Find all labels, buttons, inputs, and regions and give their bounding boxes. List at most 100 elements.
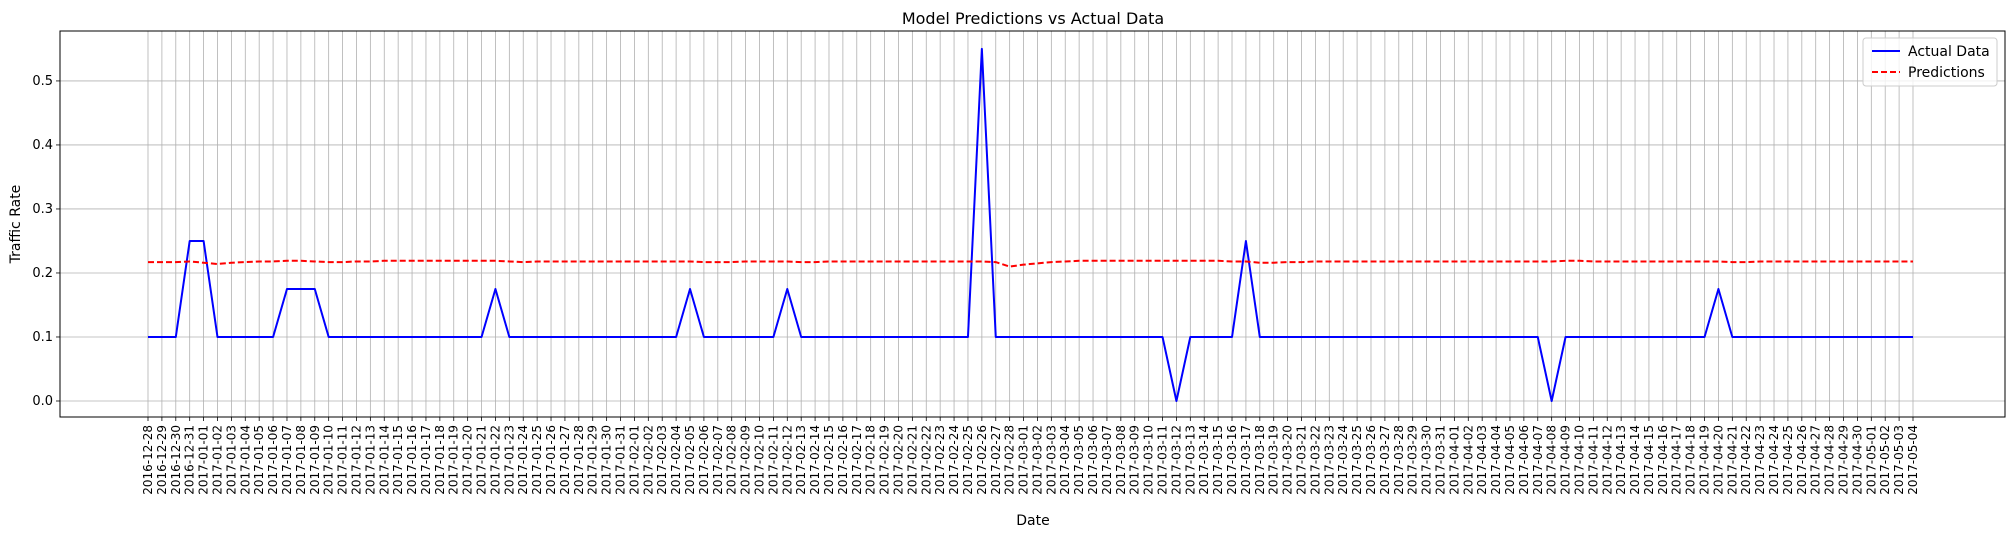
x-tick-label: 2017-04-02: [1461, 425, 1475, 495]
x-tick-label: 2017-03-10: [1142, 425, 1156, 495]
x-tick-label: 2017-02-15: [822, 425, 836, 495]
x-tick-label: 2017-02-27: [989, 425, 1003, 495]
x-tick-label: 2017-01-03: [224, 425, 238, 495]
x-tick-label: 2017-02-17: [850, 425, 864, 495]
x-tick-label: 2017-05-04: [1906, 425, 1920, 495]
x-gridlines: [147, 31, 1914, 417]
x-tick-label: 2017-04-24: [1767, 425, 1781, 495]
x-tick-label: 2017-03-27: [1378, 425, 1392, 495]
x-tick-label: 2017-05-03: [1892, 425, 1906, 495]
x-tick-label: 2017-04-03: [1475, 425, 1489, 495]
x-tick-label: 2017-02-19: [878, 425, 892, 495]
x-tick-label: 2017-02-11: [766, 425, 780, 495]
x-tick-label: 2017-04-07: [1531, 425, 1545, 495]
x-tick-label: 2016-12-31: [183, 425, 197, 495]
x-tick-label: 2017-03-24: [1336, 425, 1350, 495]
x-tick-label: 2017-04-01: [1447, 425, 1461, 495]
x-tick-label: 2017-04-23: [1753, 425, 1767, 495]
x-tick-label: 2017-04-11: [1586, 425, 1600, 495]
plot-frame: [59, 30, 2006, 418]
x-tick-label: 2017-01-23: [502, 425, 516, 495]
y-tick-label: 0.4: [32, 138, 53, 153]
x-tick-label: 2017-03-11: [1156, 425, 1170, 495]
x-tick-label: 2017-03-25: [1350, 425, 1364, 495]
x-axis: 2016-12-28 2016-12-29 2016-12-30 2016-12-31…: [141, 417, 1920, 495]
x-tick-label: 2017-02-23: [933, 425, 947, 495]
x-tick-label: 2017-01-02: [210, 425, 224, 495]
x-tick-label: 2017-01-09: [308, 425, 322, 495]
x-tick-label: 2017-02-08: [725, 425, 739, 495]
x-tick-label: 2017-03-07: [1100, 425, 1114, 495]
x-tick-label: 2017-03-30: [1420, 425, 1434, 495]
x-tick-label: 2017-02-12: [780, 425, 794, 495]
x-tick-label: 2017-04-08: [1545, 425, 1559, 495]
x-tick-label: 2017-02-18: [864, 425, 878, 495]
series-line-actual-data: [148, 47, 1913, 402]
x-tick-label: 2017-02-26: [975, 425, 989, 495]
y-tick-label: 0.3: [32, 202, 53, 217]
x-tick-label: 2017-02-13: [794, 425, 808, 495]
x-tick-label: 2017-03-06: [1086, 425, 1100, 495]
y-axis-label: Traffic Rate: [8, 185, 24, 265]
x-axis-label: Date: [1016, 513, 1049, 529]
x-tick-label: 2017-02-05: [683, 425, 697, 495]
x-tick-label: 2017-03-26: [1364, 425, 1378, 495]
x-tick-label: 2017-04-09: [1559, 425, 1573, 495]
x-tick-label: 2017-01-16: [405, 425, 419, 495]
x-tick-label: 2017-04-16: [1656, 425, 1670, 495]
x-tick-label: 2017-04-19: [1698, 425, 1712, 495]
x-tick-label: 2017-04-27: [1809, 425, 1823, 495]
x-tick-label: 2017-02-25: [961, 425, 975, 495]
x-tick-label: 2017-03-08: [1114, 425, 1128, 495]
x-tick-label: 2017-04-28: [1823, 425, 1837, 495]
x-tick-label: 2017-03-22: [1308, 425, 1322, 495]
x-tick-label: 2017-01-22: [488, 425, 502, 495]
x-tick-label: 2017-01-27: [558, 425, 572, 495]
x-tick-label: 2017-03-04: [1058, 425, 1072, 495]
x-tick-label: 2017-03-19: [1267, 425, 1281, 495]
x-tick-label: 2017-01-21: [475, 425, 489, 495]
x-tick-label: 2017-01-18: [433, 425, 447, 495]
x-tick-label: 2017-01-10: [322, 425, 336, 495]
y-tick-label: 0.1: [32, 330, 53, 345]
x-tick-label: 2017-01-28: [572, 425, 586, 495]
x-tick-label: 2017-01-14: [377, 425, 391, 495]
x-tick-label: 2017-02-01: [627, 425, 641, 495]
x-tick-label: 2017-03-03: [1044, 425, 1058, 495]
x-tick-label: 2017-03-01: [1017, 425, 1031, 495]
x-tick-label: 2017-01-30: [600, 425, 614, 495]
x-tick-label: 2017-04-29: [1837, 425, 1851, 495]
x-tick-label: 2017-04-12: [1600, 425, 1614, 495]
x-tick-label: 2017-02-20: [891, 425, 905, 495]
x-tick-label: 2017-05-02: [1878, 425, 1892, 495]
x-tick-label: 2017-01-04: [238, 425, 252, 495]
x-tick-label: 2017-04-14: [1628, 425, 1642, 495]
x-tick-label: 2017-03-09: [1128, 425, 1142, 495]
y-tick-label: 0.5: [32, 74, 53, 89]
legend-label-actual: Actual Data: [1908, 44, 1990, 60]
x-tick-label: 2017-05-01: [1864, 425, 1878, 495]
x-tick-label: 2017-04-04: [1489, 425, 1503, 495]
x-tick-label: 2017-02-07: [711, 425, 725, 495]
x-tick-label: 2017-01-07: [280, 425, 294, 495]
x-tick-label: 2017-02-28: [1003, 425, 1017, 495]
x-tick-label: 2017-03-14: [1197, 425, 1211, 495]
x-tick-label: 2017-01-08: [294, 425, 308, 495]
x-tick-label: 2017-03-16: [1225, 425, 1239, 495]
x-tick-label: 2017-01-15: [391, 425, 405, 495]
x-tick-label: 2016-12-30: [169, 425, 183, 495]
x-tick-label: 2017-01-29: [586, 425, 600, 495]
x-tick-label: 2017-03-23: [1322, 425, 1336, 495]
legend: Actual Data Predictions: [1862, 37, 1998, 87]
x-tick-label: 2017-01-13: [363, 425, 377, 495]
x-tick-label: 2017-01-01: [197, 425, 211, 495]
x-tick-label: 2017-04-20: [1711, 425, 1725, 495]
x-tick-label: 2017-03-15: [1211, 425, 1225, 495]
x-tick-label: 2017-01-12: [349, 425, 363, 495]
x-tick-label: 2017-01-19: [447, 425, 461, 495]
x-tick-label: 2017-04-15: [1642, 425, 1656, 495]
x-tick-label: 2017-02-03: [655, 425, 669, 495]
x-tick-label: 2017-02-04: [669, 425, 683, 495]
x-tick-label: 2017-02-06: [697, 425, 711, 495]
